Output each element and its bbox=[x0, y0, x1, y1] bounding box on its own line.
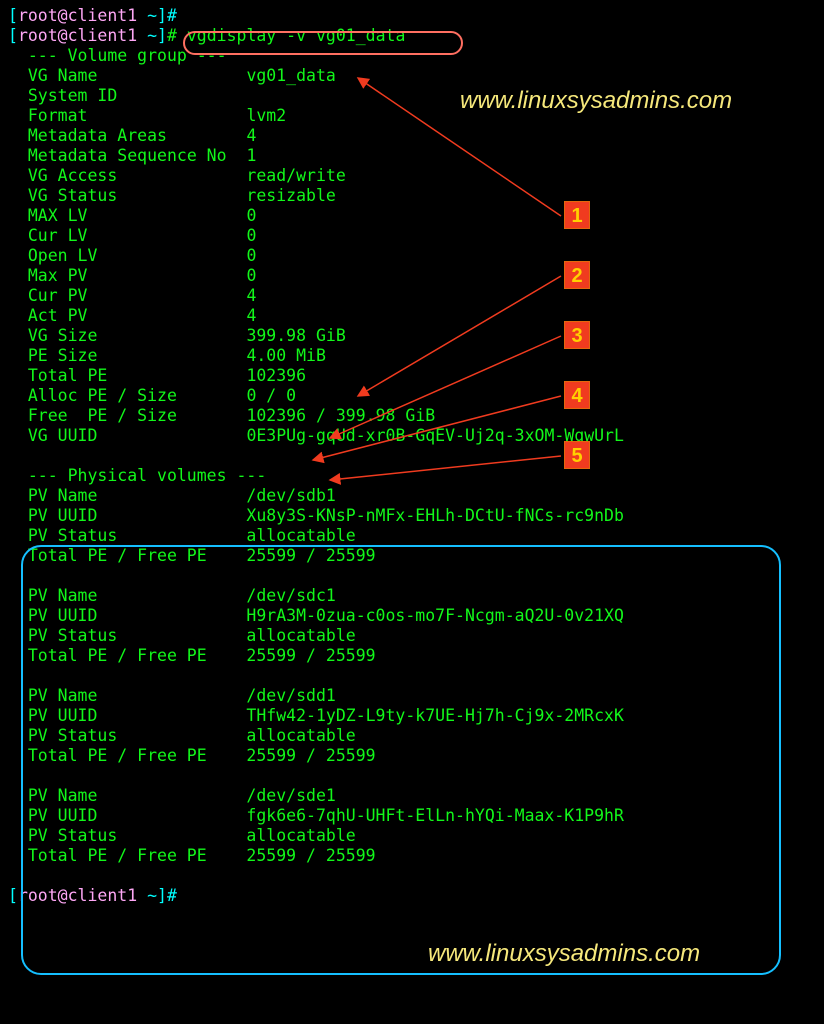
vg-row-value: 4 bbox=[246, 306, 256, 325]
pv-pe: 25599 / 25599 bbox=[246, 746, 375, 765]
pv-name: /dev/sdc1 bbox=[246, 586, 335, 605]
vg-row-label: Free PE / Size bbox=[28, 406, 177, 425]
vg-row-label: PE Size bbox=[28, 346, 98, 365]
pv-status: allocatable bbox=[246, 726, 355, 745]
vg-row-value: 0 bbox=[246, 246, 256, 265]
vg-row-label: MAX LV bbox=[28, 206, 88, 225]
vg-row-label: Metadata Areas bbox=[28, 126, 167, 145]
vg-row-value: 0E3PUg-gqUd-xr0B-GqEV-Uj2q-3xOM-WqwUrL bbox=[246, 426, 624, 445]
vg-row-value: 0 bbox=[246, 206, 256, 225]
command-args: vgdisplay -v vg01_data bbox=[177, 26, 405, 45]
pv-uuid: THfw42-1yDZ-L9ty-k7UE-Hj7h-Cj9x-2MRcxK bbox=[246, 706, 624, 725]
vg-row-label: System ID bbox=[28, 86, 117, 105]
pv-name: /dev/sdb1 bbox=[246, 486, 335, 505]
vg-row-value: 4 bbox=[246, 126, 256, 145]
pv-uuid: fgk6e6-7qhU-UHFt-ElLn-hYQi-Maax-K1P9hR bbox=[246, 806, 624, 825]
vg-row-value: 1 bbox=[246, 146, 256, 165]
vg-row-value: 4.00 MiB bbox=[246, 346, 325, 365]
pv-pe: 25599 / 25599 bbox=[246, 546, 375, 565]
vg-row-label: VG Size bbox=[28, 326, 98, 345]
vg-row-label: Act PV bbox=[28, 306, 88, 325]
vg-row-label: Metadata Sequence No bbox=[28, 146, 227, 165]
vg-row-value: vg01_data bbox=[246, 66, 335, 85]
pv-uuid: H9rA3M-0zua-c0os-mo7F-Ncgm-aQ2U-0v21XQ bbox=[246, 606, 624, 625]
vg-row-label: Total PE bbox=[28, 366, 107, 385]
vg-row-value: 0 bbox=[246, 266, 256, 285]
pv-name: /dev/sdd1 bbox=[246, 686, 335, 705]
vg-row-label: VG UUID bbox=[28, 426, 98, 445]
vg-row-label: Format bbox=[28, 106, 88, 125]
terminal-output: [root@client1 ~]# [root@client1 ~]# vgdi… bbox=[8, 6, 824, 906]
pv-section-title: --- Physical volumes --- bbox=[8, 466, 266, 485]
pv-pe: 25599 / 25599 bbox=[246, 846, 375, 865]
terminal-screenshot: [root@client1 ~]# [root@client1 ~]# vgdi… bbox=[8, 6, 824, 906]
pv-name: /dev/sde1 bbox=[246, 786, 335, 805]
command-text: # bbox=[167, 26, 177, 45]
vg-row-label: VG Status bbox=[28, 186, 117, 205]
vg-row-label: Cur LV bbox=[28, 226, 88, 245]
vg-row-value: 102396 bbox=[246, 366, 306, 385]
pv-uuid: Xu8y3S-KNsP-nMFx-EHLh-DCtU-fNCs-rc9nDb bbox=[246, 506, 624, 525]
vg-row-label: VG Access bbox=[28, 166, 117, 185]
vg-row-value: 0 bbox=[246, 226, 256, 245]
vg-row-value: read/write bbox=[246, 166, 345, 185]
vg-row-value: lvm2 bbox=[246, 106, 286, 125]
pv-status: allocatable bbox=[246, 626, 355, 645]
vg-row-value: 102396 / 399.98 GiB bbox=[246, 406, 435, 425]
vg-row-value: resizable bbox=[246, 186, 335, 205]
watermark-bottom: www.linuxsysadmins.com bbox=[428, 944, 700, 964]
vg-row-label: Cur PV bbox=[28, 286, 88, 305]
pv-status: allocatable bbox=[246, 526, 355, 545]
vg-row-label: Max PV bbox=[28, 266, 88, 285]
vg-row-value: 4 bbox=[246, 286, 256, 305]
pv-status: allocatable bbox=[246, 826, 355, 845]
pv-pe: 25599 / 25599 bbox=[246, 646, 375, 665]
vg-row-label: Open LV bbox=[28, 246, 98, 265]
vg-row-value: 0 / 0 bbox=[246, 386, 296, 405]
vg-row-label: Alloc PE / Size bbox=[28, 386, 177, 405]
prompt-line: [root@client1 ~]# bbox=[8, 6, 177, 25]
vg-row-value: 399.98 GiB bbox=[246, 326, 345, 345]
vg-section-title: --- Volume group --- bbox=[8, 46, 227, 65]
vg-row-label: VG Name bbox=[28, 66, 98, 85]
